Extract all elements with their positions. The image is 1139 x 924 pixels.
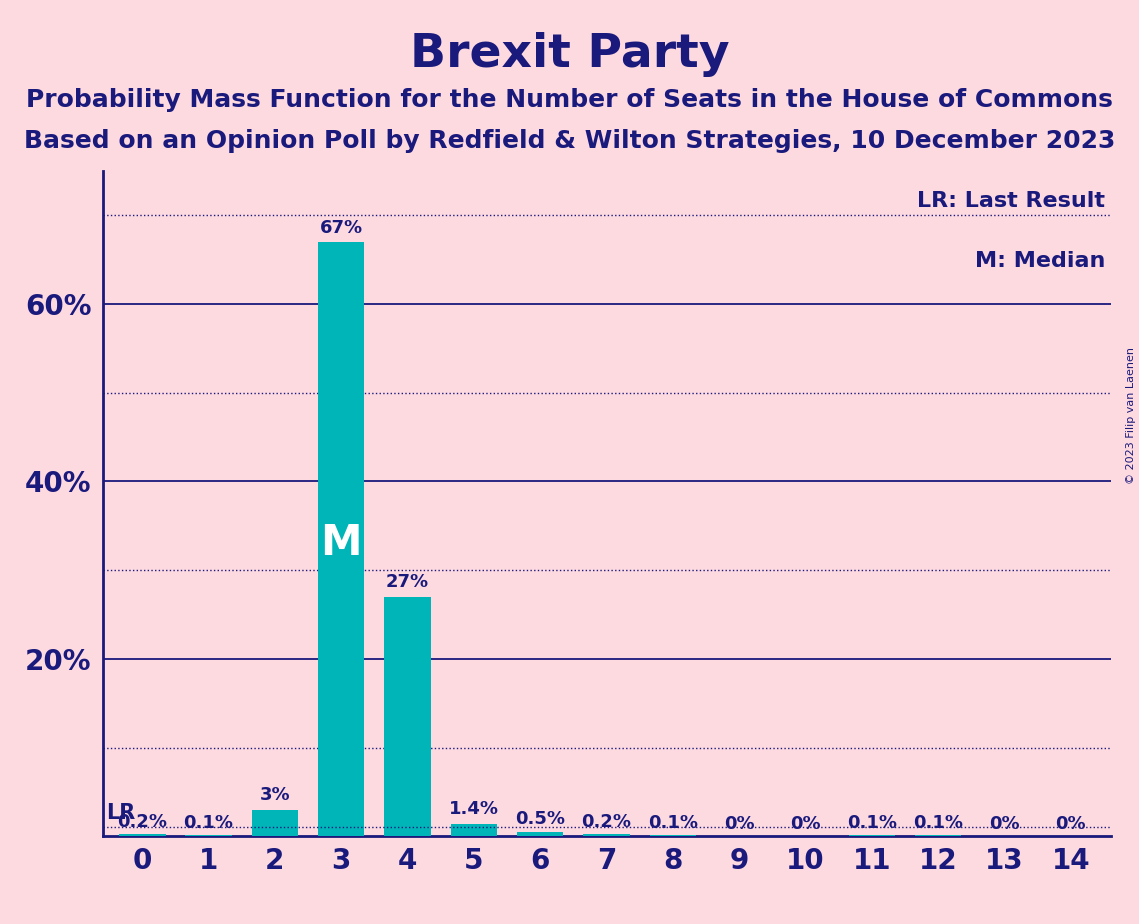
Text: 0%: 0% [790,815,821,833]
Text: 0.2%: 0.2% [582,813,631,831]
Text: 0.2%: 0.2% [117,813,167,831]
Text: 27%: 27% [386,574,429,591]
Bar [517,832,564,836]
Bar [451,824,497,836]
Bar [120,834,165,836]
Text: 0%: 0% [724,815,754,833]
Text: Brexit Party: Brexit Party [410,32,729,78]
Text: Based on an Opinion Poll by Redfield & Wilton Strategies, 10 December 2023: Based on an Opinion Poll by Redfield & W… [24,129,1115,153]
Text: 1.4%: 1.4% [449,800,499,819]
Bar [252,809,298,836]
Text: 67%: 67% [320,219,363,237]
Text: 0%: 0% [1056,815,1087,833]
Text: 0.1%: 0.1% [648,814,698,832]
Text: LR: Last Result: LR: Last Result [918,191,1106,211]
Text: 0.1%: 0.1% [913,814,964,832]
Bar [384,597,431,836]
Text: M: M [320,522,362,565]
Text: © 2023 Filip van Laenen: © 2023 Filip van Laenen [1126,347,1136,484]
Text: 0.1%: 0.1% [846,814,896,832]
Bar [318,242,364,836]
Text: 3%: 3% [260,786,290,804]
Text: M: Median: M: Median [975,250,1106,271]
Text: 0.1%: 0.1% [183,814,233,832]
Text: 0%: 0% [989,815,1019,833]
Text: LR: LR [106,803,136,823]
Bar [583,834,630,836]
Text: Probability Mass Function for the Number of Seats in the House of Commons: Probability Mass Function for the Number… [26,88,1113,112]
Text: 0.5%: 0.5% [515,810,565,828]
